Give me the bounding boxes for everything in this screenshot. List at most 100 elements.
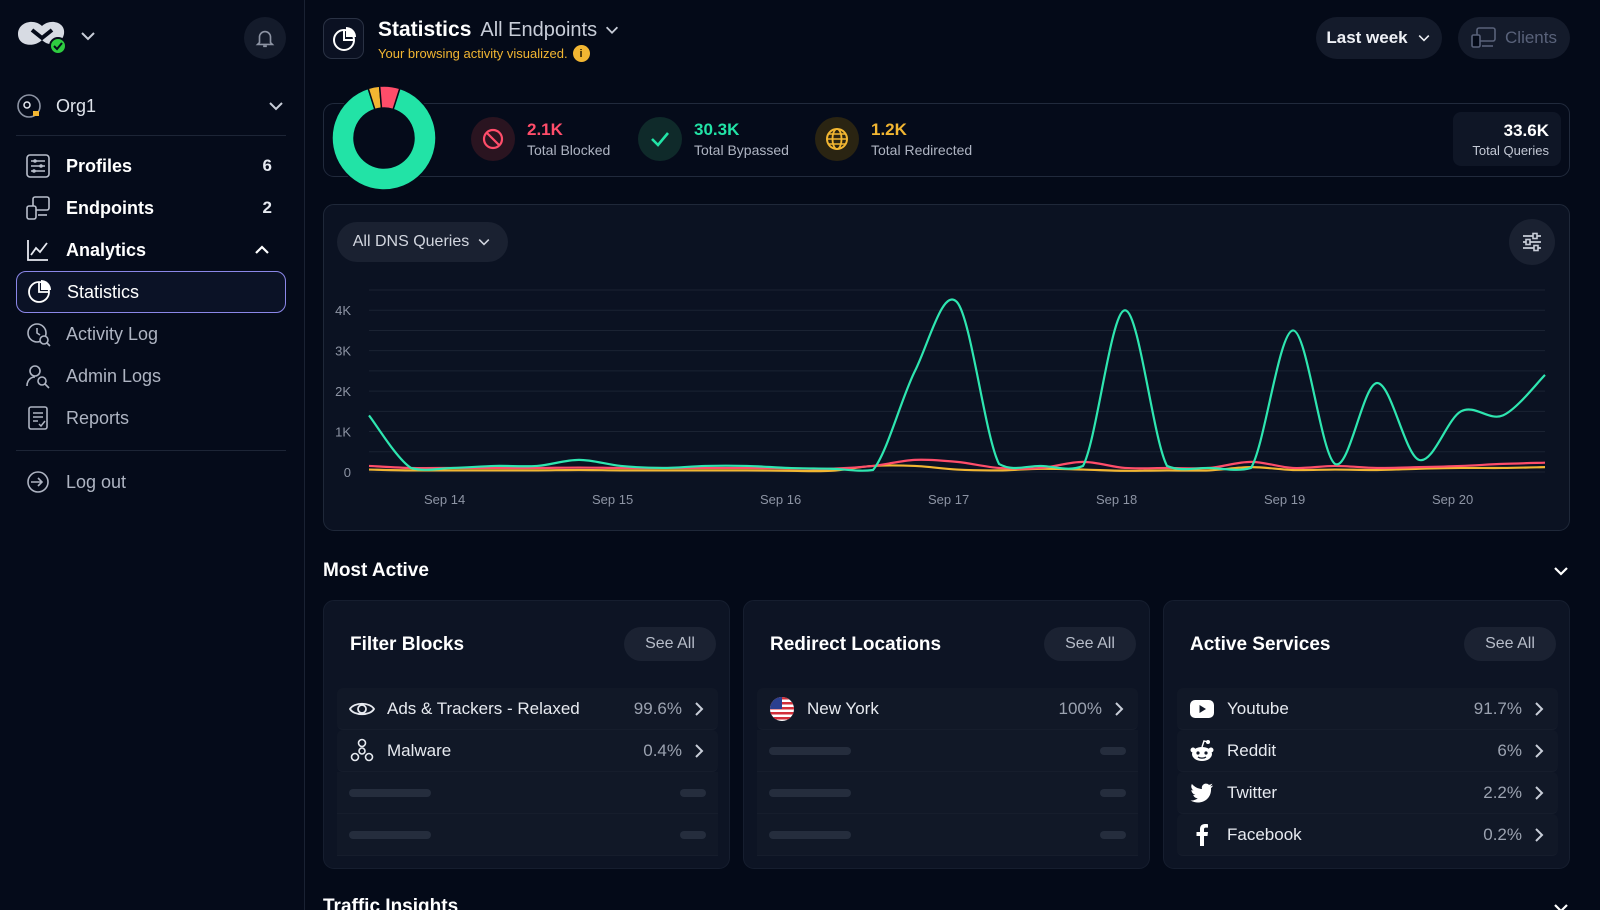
list-item[interactable]: Youtube 91.7%: [1177, 688, 1558, 730]
eye-icon: [349, 696, 375, 722]
logout-icon: [24, 468, 52, 496]
chevron-right-icon: [692, 701, 706, 717]
total-queries-label: Total Queries: [1472, 143, 1549, 158]
bypassed-label: Total Bypassed: [694, 142, 789, 158]
series-line-2: [368, 464, 1546, 473]
list-item[interactable]: Twitter 2.2%: [1177, 772, 1558, 814]
sidebar: Org1 Profiles 6 Endpoints 2 Analytics: [0, 0, 305, 910]
most-active-collapse-button[interactable]: [1551, 561, 1571, 581]
donut-slice-total-bypassed: [331, 87, 437, 191]
sidebar-item-statistics[interactable]: Statistics: [16, 271, 286, 313]
main-content: Statistics All Endpoints Your browsing a…: [305, 0, 1600, 910]
us-flag-icon: [769, 696, 795, 722]
chevron-right-icon: [1112, 701, 1126, 717]
endpoints-icon: [24, 194, 52, 222]
x-tick-label: Sep 19: [1264, 492, 1305, 507]
see-all-button[interactable]: See All: [624, 627, 716, 661]
org-icon: [16, 93, 42, 119]
logout-button[interactable]: Log out: [16, 461, 286, 503]
see-all-button[interactable]: See All: [1464, 627, 1556, 661]
traffic-insights-title: Traffic Insights: [323, 896, 459, 910]
list-item-label: Malware: [387, 740, 452, 760]
chevron-down-icon: [476, 234, 492, 250]
info-icon[interactable]: i: [572, 45, 590, 62]
queries-line-chart: 0 1K 2K 3K 4K Sep 14 Sep 15 Sep 16 Sep 17 Sep 18 S…: [335, 289, 1546, 507]
sidebar-item-profiles[interactable]: Profiles 6: [16, 145, 286, 187]
list-item[interactable]: Facebook 0.2%: [1177, 814, 1558, 856]
chevron-right-icon: [1532, 785, 1546, 801]
see-all-button[interactable]: See All: [1044, 627, 1136, 661]
list-item-value: 91.7%: [1473, 698, 1522, 718]
profiles-count: 6: [262, 156, 272, 175]
notifications-button[interactable]: [244, 17, 286, 59]
clients-label: Clients: [1505, 28, 1557, 47]
endpoint-scope-dropdown[interactable]: All Endpoints: [480, 19, 621, 42]
list-item-label: Ads & Trackers - Relaxed: [387, 698, 580, 718]
sidebar-item-analytics[interactable]: Analytics: [16, 229, 286, 271]
chevron-right-icon: [1532, 827, 1546, 843]
sliders-icon: [1520, 230, 1544, 254]
list-item[interactable]: Ads & Trackers - Relaxed 99.6%: [337, 688, 718, 730]
period-dropdown[interactable]: Last week: [1316, 17, 1442, 59]
list-item[interactable]: Reddit 6%: [1177, 730, 1558, 772]
endpoint-scope-label: All Endpoints: [480, 18, 598, 41]
twitter-icon: [1189, 780, 1215, 806]
pie-chart-icon: [25, 278, 53, 306]
page-title: Statistics All Endpoints: [378, 18, 621, 42]
analytics-icon: [24, 236, 52, 264]
sidebar-item-endpoints[interactable]: Endpoints 2: [16, 187, 286, 229]
chevron-down-icon: [1551, 898, 1571, 910]
sidebar-item-reports[interactable]: Reports: [16, 397, 286, 439]
sidebar-item-label: Reports: [66, 407, 130, 428]
placeholder-row: [757, 730, 1138, 772]
active-services-panel: Active Services See All Youtube 91.7% Re…: [1163, 600, 1570, 869]
queries-donut-chart: [331, 85, 437, 191]
queries-chart-card: [323, 204, 1570, 531]
y-tick-label: 0: [344, 465, 351, 480]
filter-blocks-panel: Filter Blocks See All Ads & Trackers - R…: [323, 600, 730, 869]
chevron-down-icon: [603, 21, 621, 39]
sidebar-item-label: Profiles: [66, 155, 133, 176]
org-selector[interactable]: Org1: [16, 86, 286, 126]
list-item-label: Youtube: [1227, 698, 1289, 718]
traffic-insights-collapse-button[interactable]: [1551, 898, 1571, 910]
page-title-text: Statistics: [378, 18, 472, 41]
biohazard-icon: [349, 738, 375, 764]
org-name: Org1: [56, 95, 97, 116]
placeholder-row: [337, 814, 718, 856]
query-type-dropdown[interactable]: All DNS Queries: [337, 222, 508, 262]
sidebar-item-admin-logs[interactable]: Admin Logs: [16, 355, 286, 397]
redirect-locations-panel: Redirect Locations See All New York 100%: [743, 600, 1150, 869]
x-tick-label: Sep 18: [1096, 492, 1137, 507]
query-type-label: All DNS Queries: [352, 233, 470, 250]
series-line-0: [368, 298, 1546, 472]
sidebar-item-label: Activity Log: [66, 323, 159, 344]
list-item-value: 2.2%: [1483, 782, 1522, 802]
x-tick-label: Sep 15: [592, 492, 633, 507]
x-tick-label: Sep 16: [760, 492, 801, 507]
placeholder-row: [757, 772, 1138, 814]
redirected-label: Total Redirected: [871, 142, 973, 158]
list-item[interactable]: New York 100%: [757, 688, 1138, 730]
org-logo-menu[interactable]: [14, 16, 98, 56]
sidebar-item-activity-log[interactable]: Activity Log: [16, 313, 286, 355]
list-item-label: Reddit: [1227, 740, 1277, 760]
activity-log-icon: [24, 320, 52, 348]
chevron-right-icon: [1532, 701, 1546, 717]
period-label: Last week: [1326, 28, 1408, 47]
list-item-value: 6%: [1497, 740, 1522, 760]
chevron-right-icon: [692, 743, 706, 759]
x-tick-label: Sep 14: [424, 492, 465, 507]
placeholder-row: [337, 772, 718, 814]
chart-settings-button[interactable]: [1509, 219, 1555, 265]
list-item-label: Facebook: [1227, 824, 1302, 844]
list-item[interactable]: Malware 0.4%: [337, 730, 718, 772]
globe-icon: [815, 117, 859, 161]
y-tick-label: 4K: [335, 303, 351, 318]
sidebar-nav: Profiles 6 Endpoints 2 Analytics Statist…: [16, 145, 286, 439]
facebook-icon: [1189, 822, 1215, 848]
chevron-down-icon: [78, 26, 98, 46]
series-line-1: [368, 458, 1546, 470]
x-tick-label: Sep 17: [928, 492, 969, 507]
clients-button[interactable]: Clients: [1458, 17, 1570, 59]
